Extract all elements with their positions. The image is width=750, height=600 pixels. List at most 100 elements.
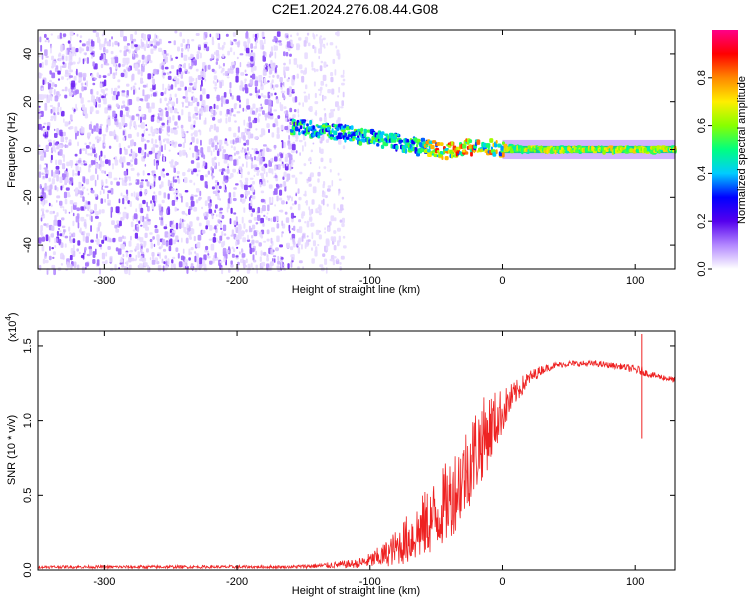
heatmap-cell [69,69,73,73]
heatmap-cell [330,109,335,112]
heatmap-cell [309,119,313,125]
heatmap-cell [180,71,184,75]
heatmap-cell [326,64,329,67]
heatmap-cell [282,176,285,180]
heatmap-cell [77,170,80,176]
heatmap-cell [221,267,224,275]
heatmap-cell [127,67,131,72]
heatmap-cell [139,45,142,49]
heatmap-cell [99,83,103,89]
heatmap-cell [161,199,165,204]
heatmap-cell [106,236,110,242]
heatmap-cell [52,106,56,113]
heatmap-cell [277,153,279,158]
heatmap-cell [283,90,286,93]
heatmap-cell [470,151,473,157]
heatmap-cell [146,140,150,143]
heatmap-cell [99,231,103,239]
heatmap-cell [254,33,258,38]
heatmap-cell [253,259,257,263]
heatmap-cell [112,237,116,243]
heatmap-cell [105,159,109,165]
heatmap-cell [256,170,260,173]
heatmap-cell [113,177,118,181]
heatmap-cell [289,107,293,113]
heatmap-cell [268,159,272,167]
heatmap-cell [150,43,153,47]
heatmap-cell [248,122,252,129]
heatmap-cell [248,132,251,140]
heatmap-cell [41,232,44,238]
snr-x-tick-label: -200 [226,576,248,588]
heatmap-cell [156,41,160,46]
heatmap-cell [306,220,310,228]
heatmap-cell [230,92,232,97]
heatmap-cell [311,232,314,240]
heatmap-cell [279,102,282,109]
heatmap-cell [57,57,62,62]
heatmap-cell [262,110,265,115]
heatmap-cell [430,144,435,150]
heatmap-cell [81,86,84,92]
heatmap-cell [200,139,202,146]
heatmap-cell [230,197,232,204]
heatmap-cell [347,134,352,138]
heatmap-cell [114,40,118,46]
heatmap-cell [93,101,96,106]
heatmap-cell [53,171,56,179]
heatmap-cell [58,54,60,58]
heatmap-cell [350,125,354,130]
heatmap-cell [204,65,207,73]
heatmap-cell [38,171,42,178]
heatmap-cell [242,237,246,243]
heatmap-cell [255,250,257,256]
heatmap-cell [274,156,278,162]
heatmap-cell [290,149,295,154]
heatmap-cell [182,131,186,134]
heatmap-cell [198,44,201,47]
heatmap-cell [164,107,168,111]
heatmap-cell [197,75,202,80]
heatmap-cell [258,79,261,83]
heatmap-cell [321,194,326,198]
heatmap-cell [142,215,145,223]
heatmap-cell [330,236,334,241]
heatmap-cell [331,88,335,95]
heatmap-cell [94,239,98,242]
heatmap-cell [298,219,302,223]
heatmap-cell [162,75,165,79]
snr-panel: -300 -200 -100 0 100 0.00.51.01.5 Height of … [4,312,676,597]
heatmap-cell [222,72,225,76]
heatmap-cell [77,240,81,246]
heatmap-cell [222,62,225,67]
heatmap-cell [159,211,163,216]
heatmap-cell [286,163,288,167]
heatmap-cell [173,40,176,46]
heatmap-cell [121,177,124,180]
heatmap-cell [110,211,113,218]
heatmap-cell [273,216,276,223]
heatmap-cell [306,235,309,238]
snr-y-tick-label: 1.5 [22,338,34,353]
heatmap-cell [55,65,59,70]
heatmap-cell [252,119,256,124]
heatmap-cell [230,264,234,268]
heatmap-cell [336,31,340,37]
heatmap-cell [72,238,76,244]
heatmap-cell [185,262,188,268]
heatmap-cell [61,76,64,80]
heatmap-x-ticks: -300 -200 -100 0 100 [93,30,644,287]
heatmap-cell [500,145,505,151]
heatmap-cell [197,234,202,241]
heatmap-cell [210,53,214,59]
heatmap-cell [126,90,129,97]
heatmap-cell [54,84,58,88]
heatmap-cell [427,148,431,153]
heatmap-cell [164,265,169,270]
heatmap-cell [245,258,248,264]
heatmap-cell [249,196,251,202]
heatmap-cell [252,103,256,109]
heatmap-cell [174,93,177,98]
heatmap-cell [193,182,196,186]
heatmap-cell [66,161,70,167]
